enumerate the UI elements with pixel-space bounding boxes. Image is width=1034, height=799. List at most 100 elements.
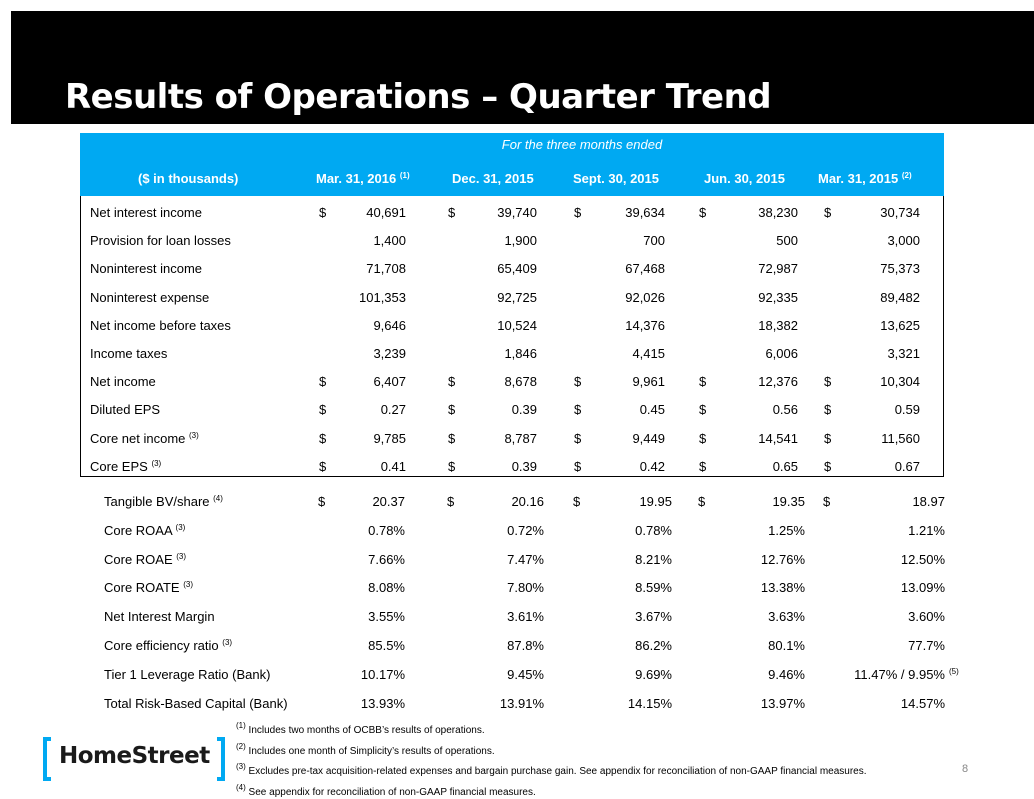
cell-value: 13.09%	[900, 580, 945, 596]
row-label: Noninterest income	[90, 261, 202, 277]
cell-value: 0.42	[639, 458, 665, 474]
cell-value: 0.78%	[635, 522, 672, 538]
dollar-sign: $	[574, 402, 582, 418]
row-label: Core ROAA (3)	[104, 522, 186, 538]
table-row: Core ROATE (3) 8.08% 7.80% 8.59% 13.38% 13.09…	[80, 577, 960, 597]
cell-value: 9,961	[632, 374, 665, 390]
row-label: Core ROATE (3)	[104, 580, 194, 596]
cell-value: 11,560	[881, 430, 920, 446]
row-label: Net income before taxes	[90, 317, 231, 333]
footnote-mark: (5)	[949, 666, 959, 676]
dollar-sign: $	[699, 374, 707, 390]
row-label: Core EPS (3)	[90, 458, 162, 474]
footnotes: (1) Includes two months of OCBB’s result…	[236, 718, 867, 799]
cell-value: 0.41	[380, 458, 406, 474]
cell-value: 3.55%	[368, 609, 405, 625]
cell-value: 8.59%	[635, 580, 672, 596]
cell-value: 20.37	[372, 494, 405, 509]
cell-value: 6,407	[373, 374, 406, 390]
row-label: Core efficiency ratio (3)	[104, 638, 233, 653]
table-row: Core ROAE (3) 7.66% 7.47% 8.21% 12.76% 12.50%	[80, 549, 960, 569]
cell-value: 71,708	[366, 261, 406, 277]
dollar-sign: $	[319, 458, 327, 474]
dollar-sign: $	[319, 402, 327, 418]
table-row: Core EPS (3) $0.41 $0.39 $0.42 $0.65 $0.67	[81, 456, 943, 476]
dollar-sign: $	[698, 494, 706, 509]
dollar-sign: $	[824, 458, 832, 474]
dollar-sign: $	[448, 430, 456, 446]
cell-value: 40,691	[366, 205, 406, 220]
logo-left-bracket-icon	[43, 737, 51, 781]
cell-value: 9.46%	[768, 666, 805, 682]
table-row: Net interest income $40,691 $39,740 $39,634…	[81, 202, 943, 222]
row-label: Net interest income	[90, 205, 202, 220]
cell-value: 9.69%	[635, 666, 672, 682]
cell-value: 20.16	[511, 494, 544, 509]
cell-value: 0.56	[772, 402, 798, 418]
dollar-sign: $	[699, 205, 707, 220]
row-label: Noninterest expense	[90, 289, 210, 305]
table-row: Net income $6,407 $8,678 $9,961 $12,376 $10,3…	[81, 371, 943, 391]
footnote: (3) Excludes pre-tax acquisition-related…	[236, 762, 867, 778]
page-number: 8	[962, 763, 969, 775]
table-row: Net Interest Margin 3.55% 3.61% 3.67% 3.63% 3…	[80, 606, 960, 626]
cell-value: 0.27	[380, 402, 406, 418]
logo-text: HomeStreet	[59, 743, 210, 769]
table-row: Income taxes 3,239 1,846 4,415 6,006 3,321	[81, 343, 943, 363]
table-row: Net income before taxes 9,646 10,524 14,376…	[81, 315, 943, 335]
header-subtitle: For the three months ended	[501, 137, 663, 152]
cell-value: 0.45	[639, 402, 665, 418]
dollar-sign: $	[699, 402, 707, 418]
cell-value: 13.97%	[760, 695, 805, 711]
cell-value: 11.47% / 9.95%	[854, 666, 945, 682]
cell-value: 92,335	[758, 289, 798, 305]
cell-value: 87.8%	[507, 638, 544, 653]
header-label-column: ($ in thousands)	[138, 171, 239, 186]
dollar-sign: $	[448, 374, 456, 390]
ratios-table: Tangible BV/share (4) $20.37 $20.16 $19.95 $…	[80, 489, 960, 714]
cell-value: 92,026	[625, 289, 665, 305]
dollar-sign: $	[699, 430, 707, 446]
cell-value: 700	[643, 233, 665, 249]
main-results-table: Net interest income $40,691 $39,740 $39,634…	[80, 196, 944, 477]
dollar-sign: $	[574, 430, 582, 446]
cell-value: 500	[776, 233, 798, 249]
cell-value: 9.45%	[507, 666, 544, 682]
row-label: Diluted EPS	[90, 402, 161, 418]
cell-value: 14.57%	[900, 695, 945, 711]
cell-value: 9,646	[373, 317, 406, 333]
cell-value: 8,787	[504, 430, 537, 446]
dollar-sign: $	[319, 205, 327, 220]
cell-value: 18.97	[912, 494, 945, 509]
dollar-sign: $	[574, 205, 582, 220]
header-col-0: Mar. 31, 2016 (1)	[316, 171, 410, 186]
cell-value: 19.95	[639, 494, 672, 509]
cell-value: 0.72%	[507, 522, 544, 538]
cell-value: 1.21%	[908, 522, 945, 538]
row-label: Total Risk-Based Capital (Bank)	[104, 695, 288, 711]
dollar-sign: $	[574, 458, 582, 474]
header-col-2: Sept. 30, 2015	[573, 171, 659, 186]
header-col-3: Jun. 30, 2015	[704, 171, 785, 186]
cell-value: 0.78%	[368, 522, 405, 538]
dollar-sign: $	[319, 374, 327, 390]
title-bar: Results of Operations – Quarter Trend	[11, 11, 1034, 124]
dollar-sign: $	[448, 458, 456, 474]
cell-value: 0.59	[894, 402, 920, 418]
cell-value: 8.21%	[635, 551, 672, 567]
cell-value: 30,734	[880, 205, 920, 220]
dollar-sign: $	[823, 494, 831, 509]
table-row: Provision for loan losses 1,400 1,900 700 50…	[81, 230, 943, 250]
page-title: Results of Operations – Quarter Trend	[65, 77, 772, 117]
cell-value: 0.67	[894, 458, 920, 474]
cell-value: 1,400	[373, 233, 406, 249]
cell-value: 7.66%	[368, 551, 405, 567]
cell-value: 10,524	[497, 317, 537, 333]
footnote: (1) Includes two months of OCBB’s result…	[236, 721, 485, 736]
homestreet-logo: HomeStreet	[43, 737, 225, 781]
cell-value: 1,900	[504, 233, 537, 249]
cell-value: 3.60%	[908, 609, 945, 625]
cell-value: 6,006	[765, 346, 798, 361]
cell-value: 77.7%	[908, 638, 945, 653]
cell-value: 72,987	[758, 261, 798, 277]
